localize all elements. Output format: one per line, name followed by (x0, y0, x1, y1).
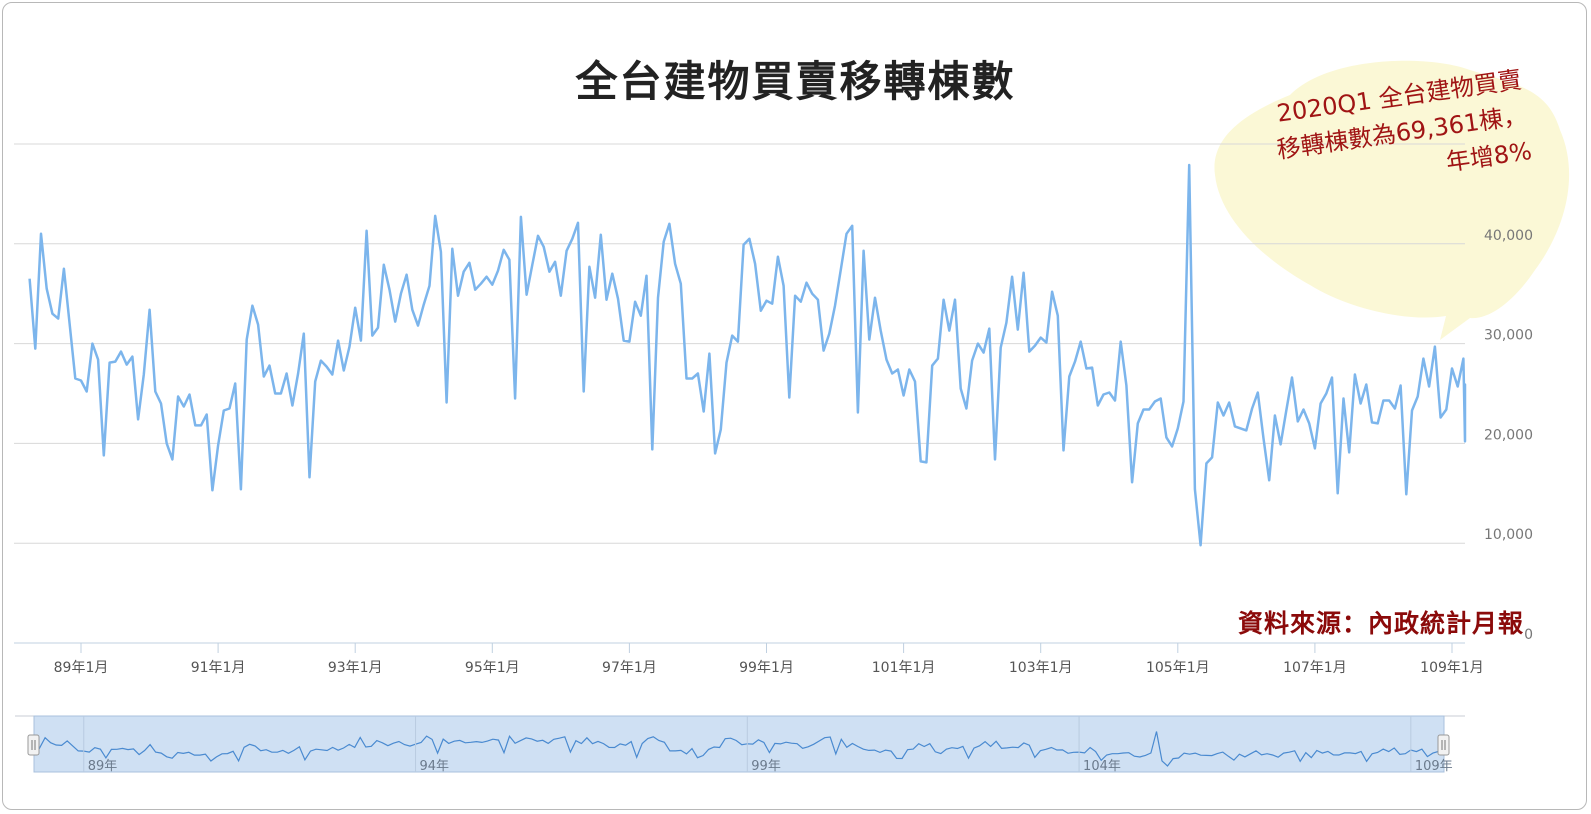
navigator-tick-label: 104年 (1083, 759, 1121, 774)
x-tick-label: 101年1月 (872, 660, 936, 676)
x-tick-label: 93年1月 (328, 660, 383, 676)
navigator-tick-label: 99年 (751, 759, 781, 774)
y-tick-label: 40,000 (1484, 228, 1533, 244)
navigator-selection[interactable] (33, 715, 1445, 773)
chart-title: 全台建物買賣移轉棟數 (575, 57, 1016, 106)
grid-lines (14, 143, 1465, 644)
source-note: 資料來源：內政統計月報 (1238, 609, 1525, 638)
navigator-tick-label: 109年 (1415, 759, 1453, 774)
x-tick-label: 91年1月 (191, 660, 246, 676)
x-tick-label: 97年1月 (602, 660, 657, 676)
navigator-axis: 89年 94年 99年 104年 109年 (83, 716, 1453, 774)
y-axis: 0 10,000 20,000 30,000 40,000 (1484, 228, 1533, 643)
y-tick-label: 10,000 (1484, 527, 1533, 543)
navigator-tick-label: 94年 (420, 759, 450, 774)
x-tick-label: 107年1月 (1283, 660, 1347, 676)
x-axis: 89年1月 91年1月 93年1月 95年1月 97年1月 99年1月 101年1月 103年… (54, 643, 1484, 676)
navigator-tick-label: 89年 (88, 759, 118, 774)
callout-bubble (1214, 60, 1570, 340)
navigator-left-handle[interactable] (27, 734, 40, 756)
navigator-series-line (33, 731, 1445, 767)
x-tick-label: 95年1月 (465, 660, 520, 676)
navigator[interactable]: 89年 94年 99年 104年 109年 (15, 715, 1465, 774)
x-tick-label: 99年1月 (739, 660, 794, 676)
x-tick-label: 109年1月 (1420, 660, 1484, 676)
x-tick-label: 89年1月 (54, 660, 109, 676)
navigator-right-handle[interactable] (1437, 734, 1450, 756)
y-tick-label: 0 (1524, 627, 1533, 643)
y-tick-label: 20,000 (1484, 427, 1533, 443)
x-tick-label: 103年1月 (1009, 660, 1073, 676)
x-tick-label: 105年1月 (1146, 660, 1210, 676)
y-tick-label: 30,000 (1484, 328, 1533, 344)
series-line (28, 163, 1467, 547)
